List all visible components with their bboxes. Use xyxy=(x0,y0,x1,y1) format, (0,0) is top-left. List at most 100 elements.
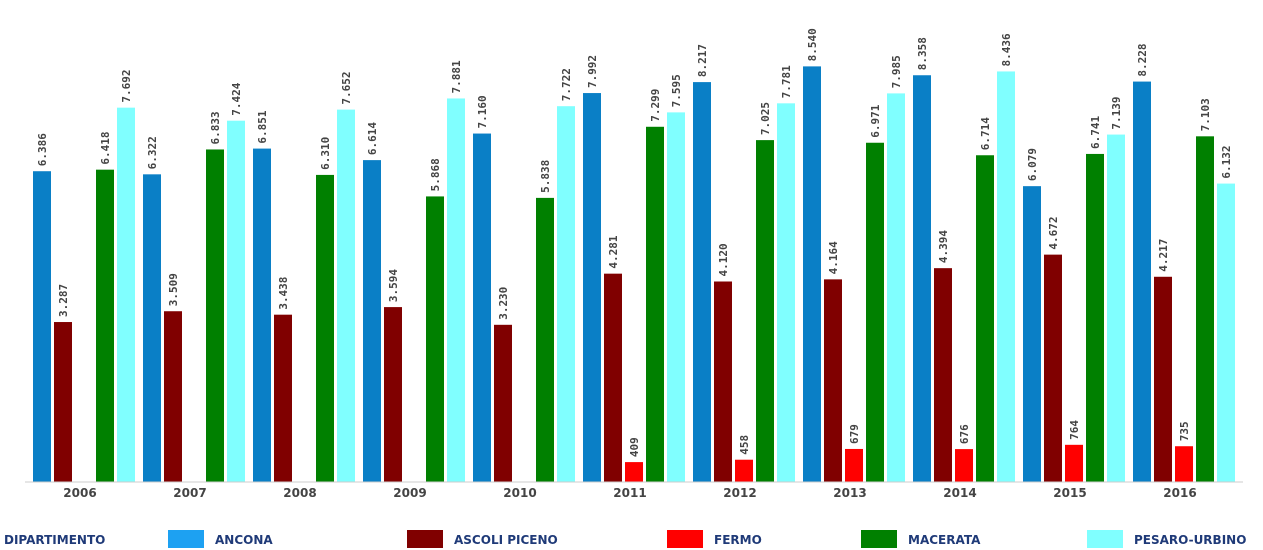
bar-ascoli-piceno-2011 xyxy=(604,273,622,482)
value-label-pesaro-urbino-2012: 7.781 xyxy=(780,65,793,98)
legend-label-ancona: ANCONA xyxy=(215,533,273,547)
value-label-ascoli-piceno-2014: 4.394 xyxy=(937,230,950,263)
value-label-macerata-2009: 5.868 xyxy=(429,158,442,191)
bar-pesaro-urbino-2008 xyxy=(337,109,355,483)
bar-pesaro-urbino-2006 xyxy=(117,107,135,482)
x-tick-2007: 2007 xyxy=(173,486,206,500)
bar-ancona-2013 xyxy=(803,66,821,483)
value-label-pesaro-urbino-2006: 7.692 xyxy=(120,70,133,103)
value-label-fermo-2011: 409 xyxy=(628,437,641,457)
value-label-ascoli-piceno-2010: 3.230 xyxy=(497,287,510,320)
bar-ancona-2014 xyxy=(913,75,931,482)
bar-ascoli-piceno-2014 xyxy=(934,268,952,482)
value-label-pesaro-urbino-2007: 7.424 xyxy=(230,82,243,115)
x-tick-2012: 2012 xyxy=(723,486,756,500)
bar-ascoli-piceno-2013 xyxy=(824,279,842,482)
bar-macerata-2011 xyxy=(646,126,664,483)
x-tick-2006: 2006 xyxy=(63,486,96,500)
value-label-fermo-2016: 735 xyxy=(1178,421,1191,441)
bar-fermo-2016 xyxy=(1175,446,1193,482)
legend: DIPARTIMENTO ANCONA ASCOLI PICENO FERMO … xyxy=(0,530,1263,550)
legend-swatch-ascoli-piceno xyxy=(407,530,443,548)
value-label-ascoli-piceno-2016: 4.217 xyxy=(1157,239,1170,272)
value-label-ascoli-piceno-2006: 3.287 xyxy=(57,284,70,317)
value-label-macerata-2014: 6.714 xyxy=(979,117,992,150)
bar-macerata-2016 xyxy=(1196,136,1214,482)
bar-pesaro-urbino-2009 xyxy=(447,98,465,482)
value-label-macerata-2007: 6.833 xyxy=(209,111,222,144)
x-tick-labels: 2006 2007 2008 2009 2010 2011 2012 2013 2014 2015… xyxy=(63,486,1196,500)
legend-swatch-fermo xyxy=(667,530,703,548)
value-label-ancona-2012: 8.217 xyxy=(696,44,709,77)
value-label-fermo-2013: 679 xyxy=(848,424,861,444)
value-label-ancona-2013: 8.540 xyxy=(806,28,819,61)
value-label-ascoli-piceno-2015: 4.672 xyxy=(1047,217,1060,250)
bar-ascoli-piceno-2016 xyxy=(1154,276,1172,482)
value-label-ancona-2016: 8.228 xyxy=(1136,43,1149,76)
value-label-ascoli-piceno-2007: 3.509 xyxy=(167,273,180,306)
bar-pesaro-urbino-2013 xyxy=(887,93,905,482)
bar-macerata-2013 xyxy=(866,142,884,482)
value-label-macerata-2006: 6.418 xyxy=(99,132,112,165)
bar-ascoli-piceno-2006 xyxy=(54,322,72,482)
bar-macerata-2010 xyxy=(536,197,554,482)
value-label-macerata-2016: 7.103 xyxy=(1199,98,1212,131)
bar-macerata-2014 xyxy=(976,155,994,482)
value-label-pesaro-urbino-2015: 7.139 xyxy=(1110,96,1123,129)
value-label-ancona-2007: 6.322 xyxy=(146,136,159,169)
bar-ascoli-piceno-2010 xyxy=(494,324,512,482)
bar-pesaro-urbino-2011 xyxy=(667,112,685,483)
legend-label-pesaro-urbino: PESARO-URBINO xyxy=(1134,533,1247,547)
bar-macerata-2006 xyxy=(96,169,114,482)
value-label-ancona-2015: 6.079 xyxy=(1026,148,1039,181)
value-label-macerata-2011: 7.299 xyxy=(649,89,662,122)
bar-ancona-2015 xyxy=(1023,186,1041,482)
value-label-pesaro-urbino-2016: 6.132 xyxy=(1220,145,1233,178)
bar-ancona-2016 xyxy=(1133,81,1151,482)
bar-chart: 6.386 3.287 6.418 7.692 6.322 3.509 6.833 7.424… xyxy=(25,28,1243,500)
value-label-pesaro-urbino-2013: 7.985 xyxy=(890,55,903,88)
value-label-ascoli-piceno-2011: 4.281 xyxy=(607,235,620,268)
legend-swatch-macerata xyxy=(861,530,897,548)
value-label-ascoli-piceno-2012: 4.120 xyxy=(717,243,730,276)
bar-macerata-2009 xyxy=(426,196,444,482)
bar-fermo-2014 xyxy=(955,449,973,482)
bar-pesaro-urbino-2012 xyxy=(777,103,795,482)
value-label-pesaro-urbino-2010: 7.722 xyxy=(560,68,573,101)
value-label-ancona-2010: 7.160 xyxy=(476,95,489,128)
bar-ancona-2010 xyxy=(473,133,491,482)
legend-label-fermo: FERMO xyxy=(714,533,762,547)
value-label-macerata-2013: 6.971 xyxy=(869,104,882,137)
bar-macerata-2007 xyxy=(206,149,224,482)
bar-ascoli-piceno-2012 xyxy=(714,281,732,482)
bar-ancona-2009 xyxy=(363,160,381,483)
bar-ancona-2006 xyxy=(33,171,51,482)
bar-ancona-2012 xyxy=(693,82,711,482)
value-label-ascoli-piceno-2013: 4.164 xyxy=(827,241,840,274)
value-label-macerata-2008: 6.310 xyxy=(319,137,332,170)
x-tick-2013: 2013 xyxy=(833,486,866,500)
x-tick-2015: 2015 xyxy=(1053,486,1086,500)
value-label-ancona-2014: 8.358 xyxy=(916,37,929,70)
bar-ascoli-piceno-2009 xyxy=(384,307,402,482)
bar-macerata-2012 xyxy=(756,140,774,482)
value-label-fermo-2015: 764 xyxy=(1068,420,1081,440)
value-label-ancona-2011: 7.992 xyxy=(586,55,599,88)
value-label-ancona-2009: 6.614 xyxy=(366,122,379,155)
bars-layer: 6.386 3.287 6.418 7.692 6.322 3.509 6.833 7.424… xyxy=(33,28,1235,483)
value-label-pesaro-urbino-2014: 8.436 xyxy=(1000,33,1013,66)
legend-label-ascoli-piceno: ASCOLI PICENO xyxy=(454,533,558,547)
x-tick-2010: 2010 xyxy=(503,486,536,500)
x-tick-2016: 2016 xyxy=(1163,486,1196,500)
value-label-macerata-2012: 7.025 xyxy=(759,102,772,135)
value-label-ascoli-piceno-2009: 3.594 xyxy=(387,269,400,302)
value-label-macerata-2010: 5.838 xyxy=(539,160,552,193)
bar-fermo-2011 xyxy=(625,462,643,482)
bar-ascoli-piceno-2007 xyxy=(164,311,182,482)
value-label-fermo-2012: 458 xyxy=(738,435,751,455)
value-label-ascoli-piceno-2008: 3.438 xyxy=(277,277,290,310)
bar-fermo-2015 xyxy=(1065,444,1083,482)
bar-fermo-2013 xyxy=(845,448,863,482)
bar-fermo-2012 xyxy=(735,459,753,482)
bar-pesaro-urbino-2014 xyxy=(997,71,1015,482)
